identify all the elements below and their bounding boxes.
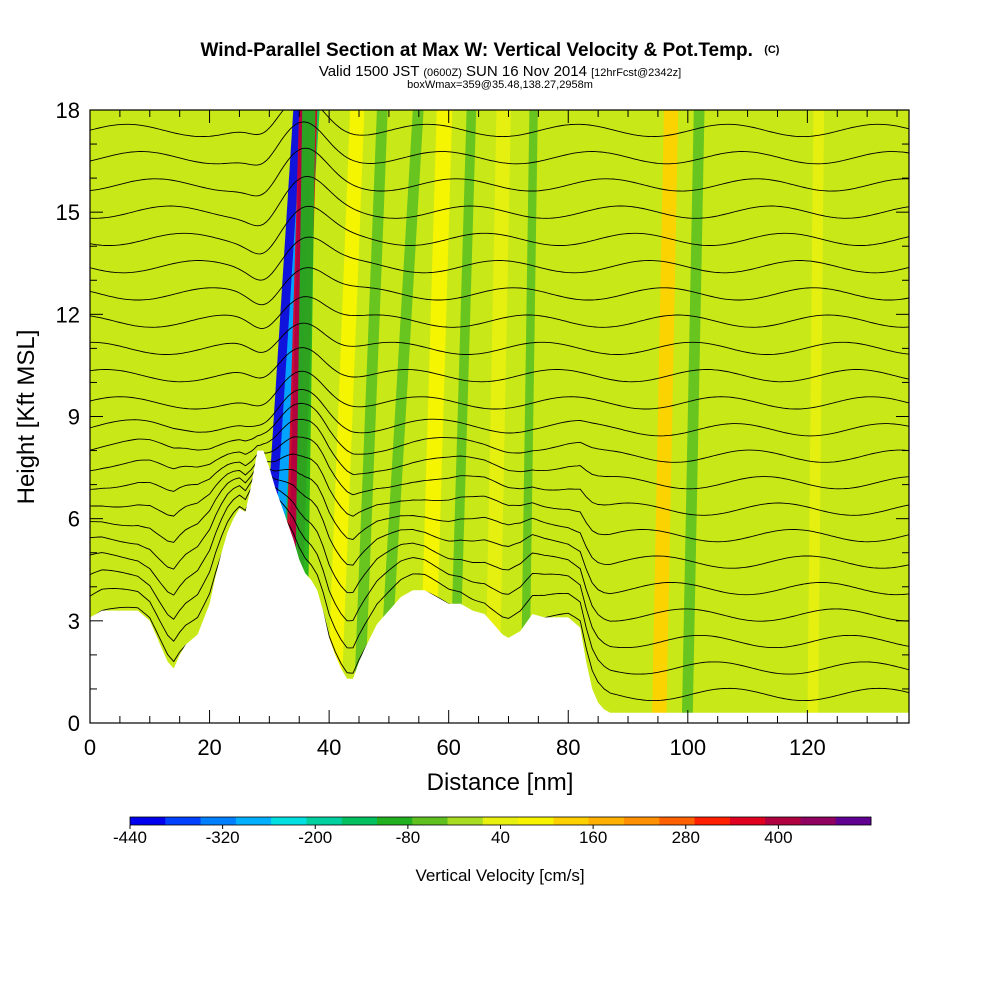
subtitle-forecast: [12hrFcst@2342z] [591, 67, 681, 79]
y-tick-label: 15 [56, 200, 80, 225]
velocity-band-7 [353, 110, 388, 723]
x-axis-label: Distance [nm] [427, 769, 574, 796]
theta-contour-19 [90, 147, 909, 197]
colorbar-swatch [377, 817, 413, 825]
chart-title: Wind-Parallel Section at Max W: Vertical… [201, 40, 780, 61]
colorbar-swatch [306, 817, 343, 825]
x-tick-label: 80 [556, 735, 580, 760]
theta-contour-20 [90, 121, 909, 166]
colorbar-tick-label: -200 [298, 828, 332, 847]
theta-contour-13 [90, 322, 909, 355]
colorbar-swatch [835, 817, 872, 825]
theta-contour-5 [90, 464, 909, 569]
velocity-band-12 [520, 110, 538, 723]
theta-contour-8 [90, 418, 909, 490]
colorbar-swatch [271, 817, 307, 825]
velocity-band-15 [807, 110, 825, 723]
colorbar-tick-label: 160 [579, 828, 607, 847]
x-tick-label: 120 [789, 735, 826, 760]
theta-contour-17 [90, 205, 909, 255]
chart-subtitle: Valid 1500 JST (0600Z) SUN 16 Nov 2014 [… [319, 63, 681, 80]
y-tick-label: 0 [68, 711, 80, 736]
theta-contour-11 [90, 370, 909, 410]
colorbar-swatch [165, 817, 201, 825]
colorbar-swatch [482, 817, 519, 825]
theta-contour-7 [90, 436, 909, 516]
theta-contour-3 [90, 471, 909, 622]
theta-contour-16 [90, 236, 909, 281]
colorbar-tick-label: 400 [764, 828, 792, 847]
velocity-bands [254, 110, 825, 723]
colorbar-swatch [588, 817, 625, 825]
colorbar-swatch [765, 817, 801, 825]
colorbar-swatch [624, 817, 660, 825]
x-tick-label: 20 [197, 735, 221, 760]
velocity-band-8 [376, 110, 424, 723]
theta-contour-10 [90, 388, 909, 437]
chart-title-mark: (C) [764, 44, 780, 56]
velocity-band-6 [326, 110, 365, 723]
colorbar-swatch [341, 817, 378, 825]
colorbar-swatch [412, 817, 448, 825]
colorbar-tick-labels: -440 -320 -200 -80 40 160 280 400 [113, 825, 793, 847]
theta-contour-6 [90, 453, 909, 543]
y-axis: 0 3 6 9 12 15 18 [56, 98, 909, 736]
y-tick-label: 9 [68, 405, 80, 430]
subtitle-valid: Valid 1500 JST [319, 63, 419, 80]
y-axis-label: Height [Kft MSL] [13, 330, 40, 505]
velocity-band-14 [681, 110, 705, 723]
potential-temperature-contours [90, 110, 909, 702]
colorbar-swatch [235, 817, 272, 825]
colorbar-swatch [130, 817, 166, 825]
colorbar-tick-label: -440 [113, 828, 147, 847]
x-tick-label: 60 [436, 735, 460, 760]
theta-contour-21 [90, 110, 909, 138]
colorbar-swatch [447, 817, 484, 825]
subtitle-date: SUN 16 Nov 2014 [466, 63, 587, 80]
y-tick-label: 6 [68, 507, 80, 532]
x-tick-label: 100 [669, 735, 706, 760]
theta-contour-15 [90, 267, 909, 306]
colorbar-swatch [518, 817, 554, 825]
velocity-band-9 [418, 110, 453, 723]
colorbar-label: Vertical Velocity [cm/s] [415, 866, 584, 885]
colorbar [129, 816, 872, 826]
x-tick-label: 0 [84, 735, 96, 760]
theta-contour-9 [90, 402, 909, 463]
colorbar-tick-label: -80 [396, 828, 421, 847]
colorbar-swatch [729, 817, 766, 825]
colorbar-swatch [694, 817, 731, 825]
colorbar-tick-label: 280 [672, 828, 700, 847]
colorbar-tick-label: -320 [206, 828, 240, 847]
theta-contour-4 [90, 467, 909, 596]
x-axis: 0 20 40 60 80 100 120 [84, 110, 898, 760]
chart-box-info: boxWmax=359@35.48,138.27,2958m [407, 79, 593, 91]
plot-area [90, 110, 909, 723]
colorbar-swatch [659, 817, 695, 825]
y-tick-label: 12 [56, 302, 80, 327]
x-tick-label: 40 [317, 735, 341, 760]
y-tick-label: 18 [56, 98, 80, 123]
velocity-band-10 [448, 110, 477, 723]
colorbar-swatch [553, 817, 590, 825]
velocity-band-11 [484, 110, 511, 723]
subtitle-zulu: (0600Z) [423, 67, 462, 79]
theta-contour-2 [90, 476, 909, 649]
y-tick-label: 3 [68, 609, 80, 634]
colorbar-swatch [800, 817, 837, 825]
theta-contour-12 [90, 347, 909, 383]
theta-contour-14 [90, 296, 909, 329]
terrain-profile [90, 450, 909, 723]
chart-title-text: Wind-Parallel Section at Max W: Vertical… [201, 40, 753, 61]
theta-contour-18 [90, 176, 909, 227]
colorbar-tick-label: 40 [491, 828, 510, 847]
colorbar-swatch [200, 817, 237, 825]
